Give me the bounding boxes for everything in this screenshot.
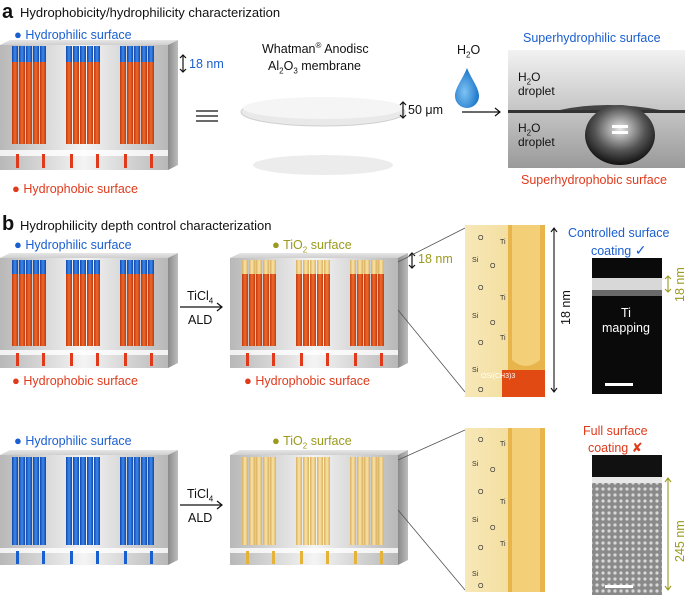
row1-tem-depth: 18 nm [673,267,685,302]
olive-dot-icon: ● [272,237,280,252]
row1-ald-arrow [180,302,223,312]
svg-text:Si: Si [472,517,479,524]
row2-pore-zoom: O Ti Si O O Ti Si O O Ti Si O [465,428,545,592]
row2-tem-image [592,455,672,595]
row1-tem-image [592,258,672,394]
svg-text:Ti: Ti [500,239,506,246]
superhydrophobic-title: Superhydrophobic surface [521,173,667,187]
superhydrophilic-title: Superhydrophilic surface [523,31,661,45]
svg-text:Si: Si [472,367,479,374]
svg-text:Si: Si [472,461,479,468]
svg-text:O: O [478,489,484,496]
panel-b-title: Hydrophilicity depth control characteriz… [20,218,272,233]
panel-a-hydrophilic-label: ● Hydrophilic surface [14,27,132,42]
svg-text:Ti: Ti [500,499,506,506]
svg-text:O: O [490,263,496,270]
arrow-to-photo [462,107,501,117]
svg-text:O: O [478,235,484,242]
row2-left-block [0,450,178,565]
svg-text:O: O [490,467,496,474]
blue-dot-icon: ● [14,27,22,42]
droplet-label-top: H2O droplet [518,70,555,99]
water-droplet-icon [455,68,479,108]
water-formula-label: H2O [457,43,481,60]
svg-text:O: O [478,387,484,394]
svg-text:Ti: Ti [500,295,506,302]
panel-a-membrane-block [0,40,187,170]
membrane-material-label: Al2O3 membrane [268,59,361,76]
row2-tem-depth: 245 nm [673,520,685,562]
row2-process-label: ALD [188,511,213,525]
row1-left-block [0,253,178,368]
panel-b-letter: b [2,213,15,235]
row1-process-label: ALD [188,313,213,327]
svg-text:Si: Si [472,257,479,264]
svg-text:O: O [478,285,484,292]
row1-result-label: Controlled surface coating ✓ [568,226,670,258]
row1-hydrophilic-label: ● Hydrophilic surface [14,237,132,252]
svg-text:Si: Si [472,313,479,320]
droplet-label-bottom: H2O droplet [518,121,555,150]
blue-dot-icon: ● [14,433,22,448]
row2-ald-arrow [180,500,223,510]
svg-text:O: O [478,583,484,590]
row2-tio2-label: ● TiO2 surface [272,433,352,451]
svg-text:Si: Si [472,571,479,578]
blue-dot-icon: ● [14,237,22,252]
row1-pore-zoom: O Ti Si O O Ti Si O O Ti Si O [465,225,558,397]
check-icon: ✓ [634,241,647,258]
row1-tem-mapping-label: Ti mapping [602,306,650,335]
panel-a-title: Hydrophobicity/hydrophilicity characteri… [20,5,281,20]
cross-icon: ✘ [631,439,643,455]
panel-a-hydrophobic-label: ● Hydrophobic surface [12,181,138,196]
svg-text:Ti: Ti [500,441,506,448]
row2-reagent-label: TiCl4 [187,487,214,504]
contact-angle-photo [508,50,685,168]
thickness-arrow-18nm-a [179,54,187,73]
row1-tio2-label: ● TiO2 surface [272,237,352,255]
row2-result-label: Full surface coating ✘ [583,424,648,455]
svg-text:O: O [490,525,496,532]
svg-text:O: O [478,340,484,347]
panel-a-tubes [0,46,168,168]
svg-text:Ti: Ti [500,541,506,548]
row2-zoom-lines [397,429,466,591]
red-dot-icon: ● [244,373,252,388]
membrane-disc-icon [240,97,407,175]
red-dot-icon: ● [12,373,20,388]
row1-right-block [230,252,416,368]
row1-hydrophobic-left: ● Hydrophobic surface [12,373,138,388]
row1-pore-depth-label: 18 nm [559,290,573,325]
row1-reagent-label: TiCl4 [187,289,214,306]
row1-thickness-18nm: 18 nm [418,252,453,266]
thickness-label-50um: 50 μm [408,103,443,117]
svg-text:Ti: Ti [500,335,506,342]
membrane-brand-label: Whatman® Anodisc [262,40,369,56]
red-dot-icon: ● [12,181,20,196]
row2-right-block [230,450,408,565]
thickness-label-18nm-a: 18 nm [189,57,224,71]
svg-text:O: O [490,320,496,327]
row2-hydrophilic-label: ● Hydrophilic surface [14,433,132,448]
svg-text:O: O [478,437,484,444]
equivalence-icon [196,110,218,122]
row1-zoom-lines [397,227,466,393]
row1-hydrophobic-right: ● Hydrophobic surface [244,373,370,388]
svg-text:O: O [478,545,484,552]
panel-a-letter: a [2,1,14,23]
olive-dot-icon: ● [272,433,280,448]
row1-chem-label: OSi(CH3)3 [481,373,516,380]
